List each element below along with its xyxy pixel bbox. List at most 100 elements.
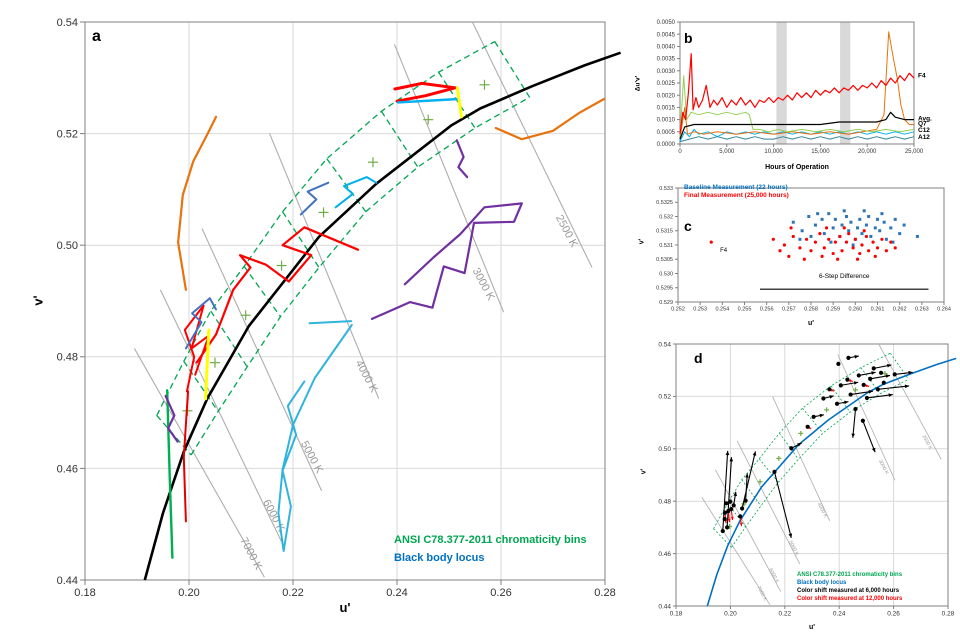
scatter-point (809, 249, 813, 253)
right-series-label: Q7 (918, 121, 927, 128)
scatter-point (851, 243, 855, 247)
isotherm-label: 6000 K (260, 498, 287, 535)
y-tick-label: 0.50 (57, 240, 78, 252)
shift-arrow-6000h-head (745, 473, 749, 478)
x-tick-label: 0.22 (282, 587, 303, 599)
shift-dot (856, 373, 861, 378)
shift-arrow-6000h-head (854, 355, 859, 359)
scatter-point (847, 232, 851, 236)
scatter-point (791, 234, 795, 239)
color-shift-trace (184, 297, 217, 350)
scatter-point (842, 226, 846, 230)
shift-arrow-6000h (741, 451, 756, 509)
scatter-point (840, 223, 844, 227)
scatter-point (880, 237, 884, 241)
ansi-bin-rung (890, 352, 909, 380)
x-tick-label: 0.18 (670, 611, 683, 618)
x-tick-label: 0.263 (915, 307, 929, 313)
ansi-bin-edge (731, 379, 909, 548)
scatter-point (867, 215, 871, 218)
color-shift-trace (195, 226, 360, 364)
x-tick-label: 15,000 (811, 149, 830, 155)
shift-dot (892, 372, 897, 377)
y-tick-label: 0.48 (57, 352, 78, 364)
x-tick-label: 0.18 (74, 587, 95, 599)
scatter-point (862, 229, 866, 233)
series-line (679, 31, 914, 140)
legend-black-body-locus-d: Black body locus (797, 580, 847, 586)
x-tick-label: 0.255 (738, 307, 752, 313)
scatter-point (838, 234, 842, 239)
ansi-bin-rung (210, 310, 248, 368)
shift-arrow-6000h-head (729, 457, 734, 462)
x-tick-label: 0.24 (386, 587, 407, 599)
shift-arrow-6000h-head (868, 390, 873, 394)
shift-dot (725, 525, 730, 530)
panel-a-y-axis-title: v' (30, 295, 46, 306)
x-tick-label: 0.264 (937, 307, 951, 313)
y-tick-label: 0.54 (658, 341, 671, 348)
shift-arrow-12000h-head (739, 522, 743, 527)
panel-a-x-axis-title: u' (339, 600, 351, 615)
shift-arrow-12000h-head (727, 518, 731, 523)
panel-c-x-axis-title: u' (808, 320, 814, 327)
shift-arrow-12000h-head (730, 516, 734, 521)
y-tick-label: 0.530 (659, 271, 673, 277)
scatter-point (878, 229, 882, 233)
x-tick-label: 25,000 (905, 149, 924, 155)
scatter-point (820, 217, 824, 221)
ansi-bin-rung (779, 432, 799, 460)
scatter-point (860, 232, 864, 236)
series-line (679, 128, 915, 142)
scatter-point (822, 246, 826, 250)
shift-arrow-6000h (866, 394, 893, 399)
scatter-point (813, 240, 818, 244)
shift-dot (805, 424, 810, 429)
shift-dot (739, 506, 745, 511)
color-shift-trace (393, 81, 457, 103)
y-tick-label: 0.5315 (656, 229, 673, 235)
shift-arrow-6000h-head (733, 491, 737, 497)
legend-final-measurement: Final Measurement (25,000 hours) (684, 192, 789, 199)
scatter-point (833, 240, 837, 244)
color-shift-trace (370, 202, 523, 320)
shaded-band (776, 22, 787, 144)
panel-label-b: b (684, 30, 693, 46)
shift-dot (728, 499, 733, 504)
axis-frame (675, 343, 949, 607)
isotherm-line (772, 396, 831, 522)
shift-dot (875, 387, 880, 392)
scatter-point (800, 229, 804, 233)
shift-arrow-6000h (745, 473, 748, 501)
y-tick-label: 0.5295 (656, 286, 673, 292)
scatter-point (842, 209, 846, 213)
shift-dot (722, 510, 728, 515)
ansi-bin-rung (830, 385, 851, 413)
y-tick-label: 0.0030 (657, 69, 676, 75)
scatter-point (873, 254, 877, 258)
y-tick-label: 0.44 (658, 603, 671, 610)
scatter-point (871, 240, 875, 244)
ansi-bin-rung (183, 360, 219, 412)
scatter-point (873, 226, 877, 230)
y-tick-label: 0.0020 (657, 93, 676, 99)
color-shift-trace (165, 389, 174, 559)
scatter-point (889, 226, 893, 230)
shift-dot (878, 370, 884, 375)
isotherm-line (878, 343, 942, 460)
y-tick-label: 0.46 (658, 551, 671, 558)
shift-arrow-6000h-head (871, 447, 876, 453)
scatter-point (893, 217, 897, 221)
y-tick-label: 0.5325 (656, 200, 673, 206)
shift-dot (846, 355, 851, 360)
black-body-locus (143, 51, 622, 581)
x-tick-label: 0.28 (594, 587, 615, 599)
shift-dot (731, 503, 736, 508)
scatter-point (898, 232, 902, 236)
scatter-point (847, 229, 851, 233)
axis-frame (677, 187, 945, 303)
scatter-point (858, 251, 862, 256)
x-tick-label: 0 (678, 149, 682, 155)
y-tick-label: 0.54 (57, 17, 78, 29)
isotherm-label: 7000 K (237, 536, 264, 573)
